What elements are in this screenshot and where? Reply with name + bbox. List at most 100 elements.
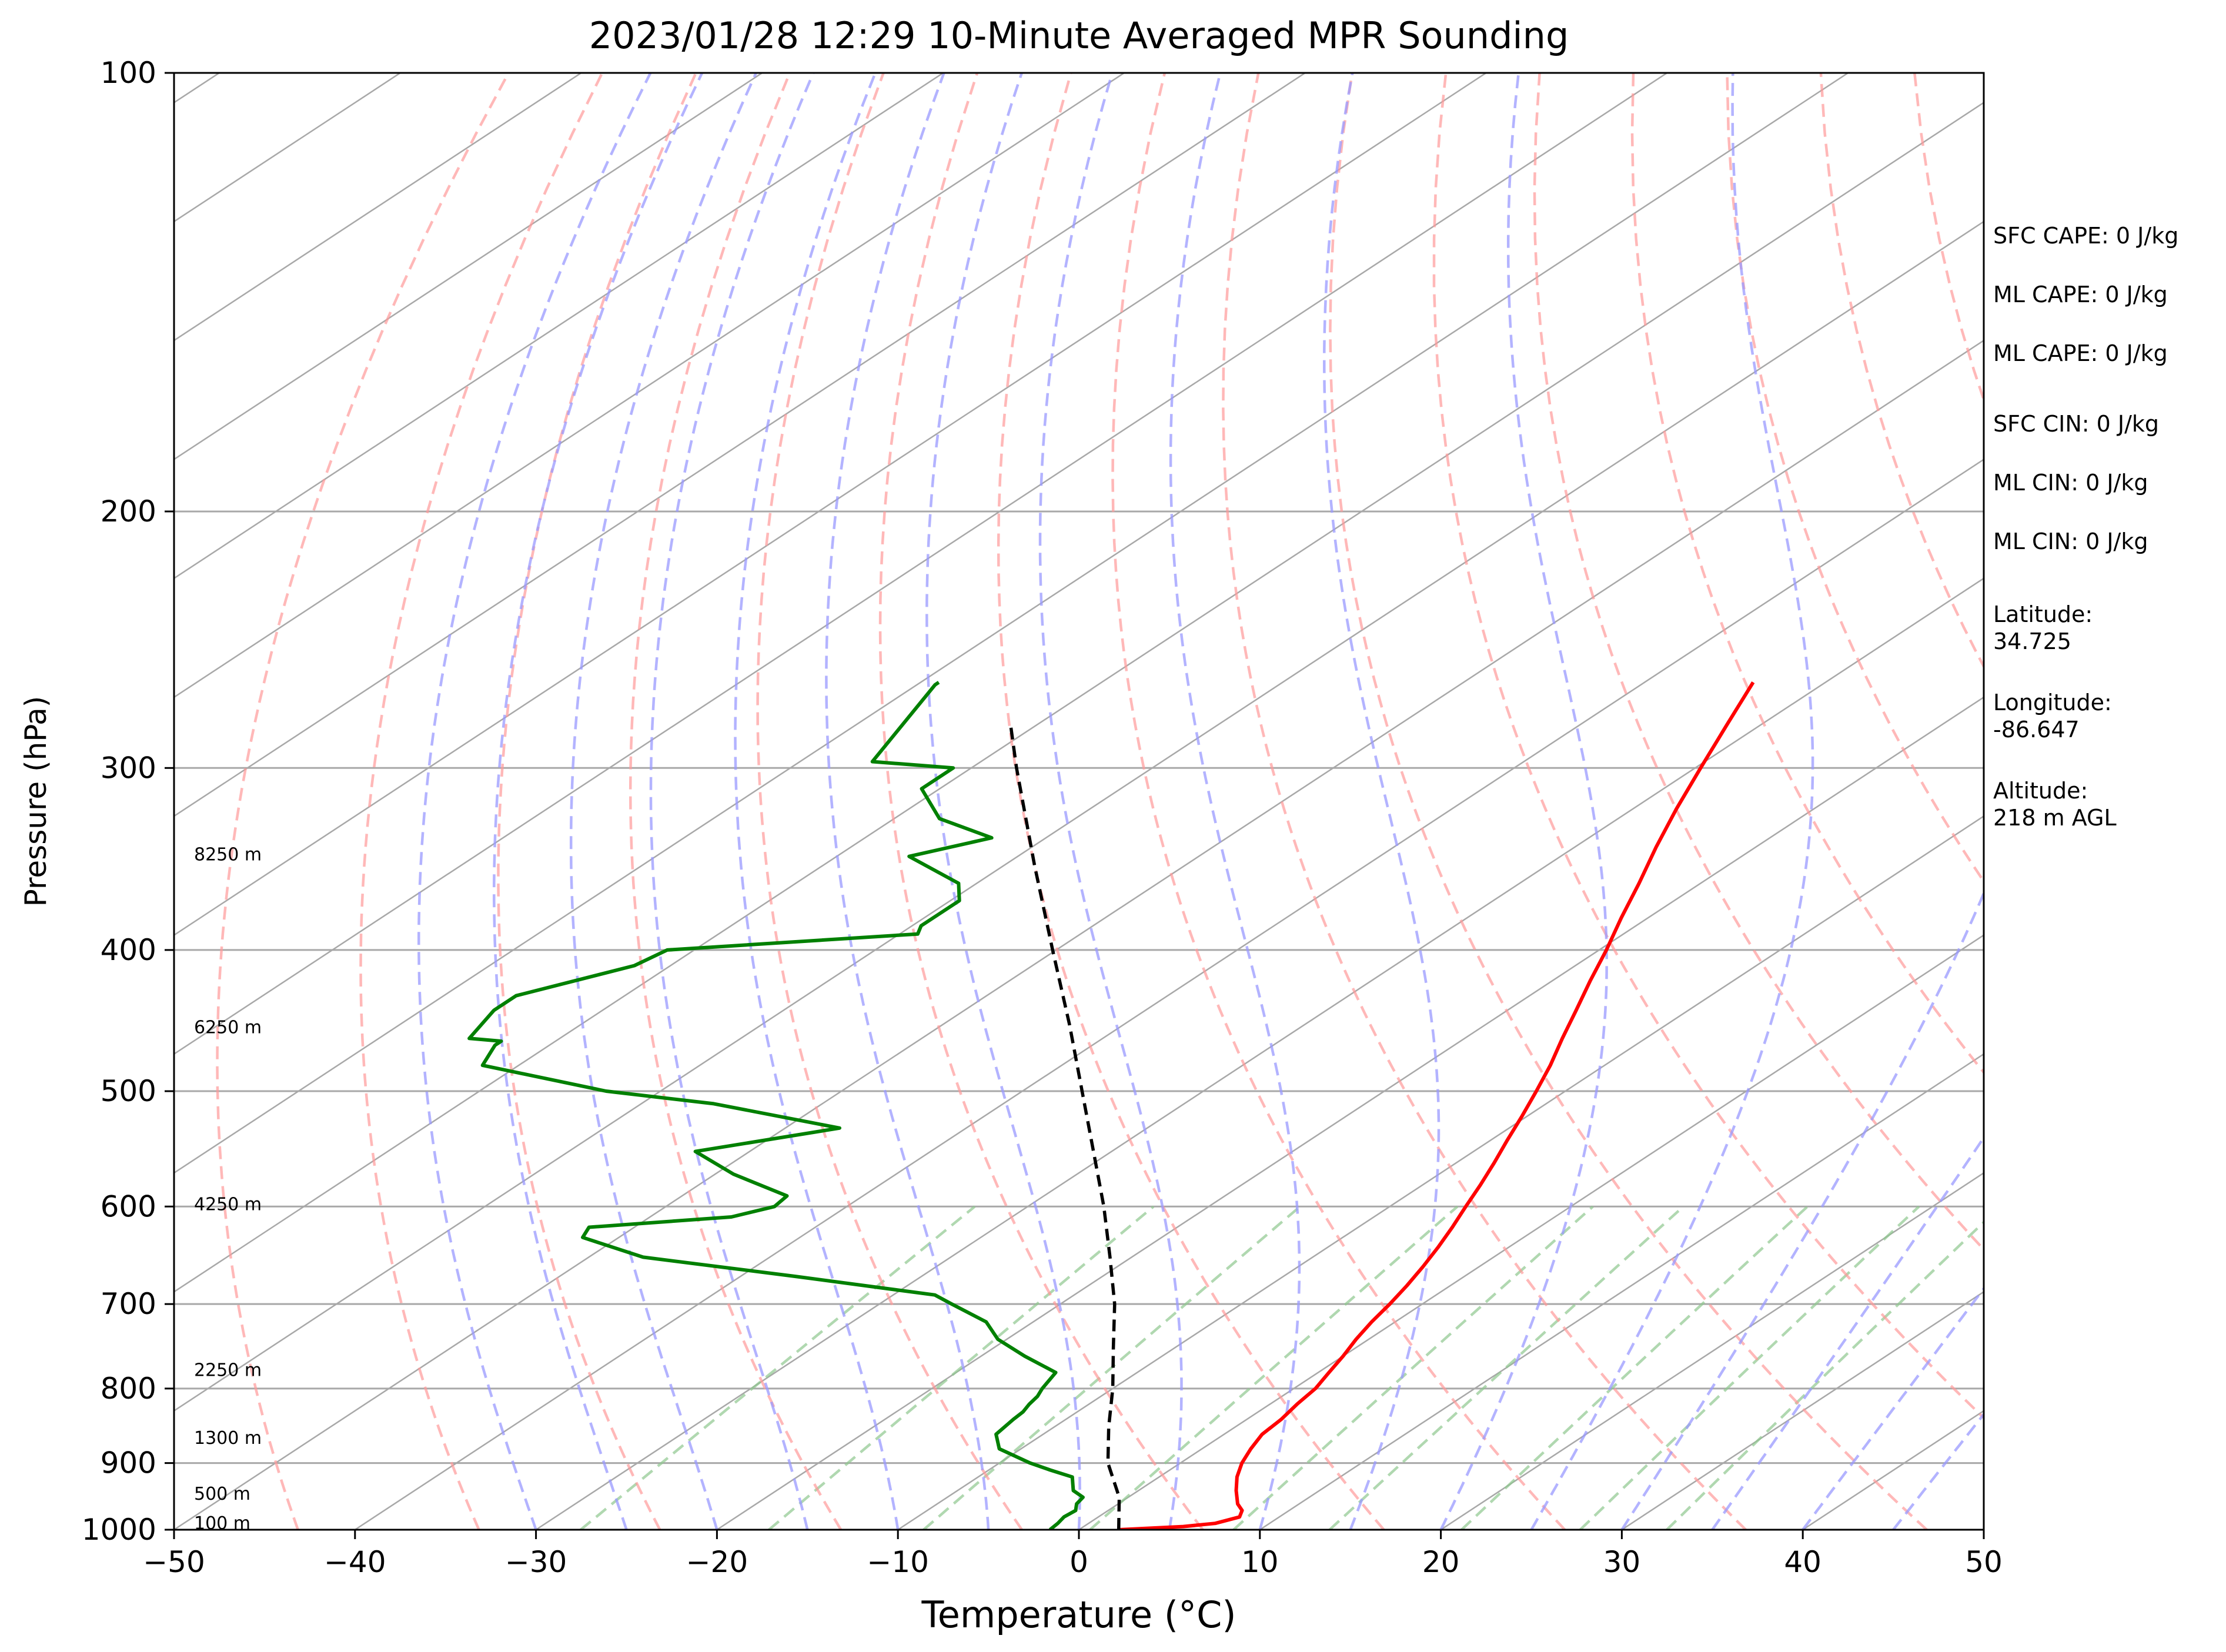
y-tick-label: 200 xyxy=(101,494,156,529)
height-labels: 100 m 500 m 1300 m 2250 m 4250 m 6250 m 8250 m xyxy=(194,845,262,1534)
mixing-ratio-line xyxy=(1460,1205,1809,1530)
moist-adiabat-line xyxy=(1620,889,1984,1530)
height-label: 500 m xyxy=(194,1484,250,1504)
x-tick-label: 10 xyxy=(1241,1545,1279,1579)
isotherm-line xyxy=(174,73,1487,937)
isotherm-line xyxy=(174,73,944,580)
dry-adiabat-line xyxy=(497,73,697,1530)
mixing-ratio-line xyxy=(1328,1205,1684,1530)
dry-adiabat-line xyxy=(1329,73,1928,1530)
dry-adiabats xyxy=(216,73,1984,1530)
plot-area: 100 m 500 m 1300 m 2250 m 4250 m 6250 m 8250 m xyxy=(174,73,1984,1534)
x-tick-label: −20 xyxy=(686,1545,748,1579)
moist-adiabat-line xyxy=(925,73,1081,1530)
height-label: 2250 m xyxy=(194,1360,262,1380)
isotherms xyxy=(174,73,1984,1530)
sfc-cape-text: SFC CAPE: 0 J/kg xyxy=(1993,223,2179,249)
latitude-text: Latitude: 34.725 xyxy=(1993,601,2093,654)
x-tick-label: 20 xyxy=(1422,1545,1460,1579)
moist-adiabat-line xyxy=(649,73,815,1530)
moist-adiabat-line xyxy=(1323,73,1440,1530)
dry-adiabat-line xyxy=(359,73,604,1530)
ml-cin-text: ML CIN: 0 J/kg xyxy=(1993,470,2148,496)
mixing-ratio-line xyxy=(1579,1205,1920,1530)
temperature-profile xyxy=(1118,681,1755,1530)
pressure-gridlines xyxy=(174,73,1984,1530)
mixing-ratio-line xyxy=(923,1205,1301,1530)
dry-adiabat-line xyxy=(1630,73,1984,1075)
longitude-text: Longitude: -86.647 xyxy=(1993,690,2112,743)
moist-adiabat-line xyxy=(734,73,900,1530)
x-tick-label: 40 xyxy=(1784,1545,1821,1579)
moist-adiabat-line xyxy=(1892,1412,1984,1530)
dry-adiabat-line xyxy=(1222,73,1747,1530)
moist-adiabat-line xyxy=(1711,1135,1984,1530)
isotherm-line xyxy=(1440,1172,1984,1530)
mixing-ratio-line xyxy=(1232,1205,1594,1530)
y-tick-label: 700 xyxy=(101,1287,156,1321)
x-tick-label: 0 xyxy=(1069,1545,1088,1579)
x-tick-label: 30 xyxy=(1603,1545,1641,1579)
isotherm-line xyxy=(174,73,1306,817)
moist-adiabats xyxy=(417,73,1984,1530)
moist-adiabat-line xyxy=(569,73,757,1530)
y-axis-ticks: 100 200 300 400 500 600 700 800 900 1000 xyxy=(82,56,174,1547)
height-label: 1300 m xyxy=(194,1428,262,1449)
isotherm-line xyxy=(174,73,763,460)
dry-adiabat-line xyxy=(216,73,510,1530)
y-tick-label: 300 xyxy=(101,751,156,785)
ml-cape-text-2: ML CAPE: 0 J/kg xyxy=(1993,340,2168,366)
dry-adiabat-line xyxy=(878,73,1204,1530)
x-tick-label: −10 xyxy=(867,1545,929,1579)
dewpoint-profile xyxy=(467,681,1085,1530)
ml-cape-text: ML CAPE: 0 J/kg xyxy=(1993,282,2168,307)
height-label: 8250 m xyxy=(194,845,262,865)
isotherm-line xyxy=(174,73,582,342)
moist-adiabat-line xyxy=(1038,73,1183,1530)
isotherm-line xyxy=(174,73,1667,1055)
sfc-cin-text: SFC CIN: 0 J/kg xyxy=(1993,411,2160,437)
x-axis-label: Temperature (°C) xyxy=(921,1593,1236,1636)
y-tick-label: 400 xyxy=(101,933,156,967)
isotherm-line xyxy=(174,102,1984,1293)
ml-cin-text-2: ML CIN: 0 J/kg xyxy=(1993,529,2148,554)
isotherm-line xyxy=(174,73,1125,698)
isotherm-line xyxy=(174,339,1984,1530)
moist-adiabat-line xyxy=(1801,1286,1984,1530)
moist-adiabat-line xyxy=(1439,73,1608,1530)
isotherm-line xyxy=(1078,934,1984,1530)
height-label: 100 m xyxy=(194,1513,250,1534)
moist-adiabat-line xyxy=(493,73,704,1530)
isotherm-line xyxy=(897,815,1984,1530)
x-tick-label: −50 xyxy=(143,1545,205,1579)
sounding-series xyxy=(467,681,1755,1530)
y-tick-label: 500 xyxy=(101,1074,156,1108)
chart-title: 2023/01/28 12:29 10-Minute Averaged MPR … xyxy=(589,14,1569,57)
isotherm-line xyxy=(174,220,1984,1412)
mixing-ratio-line xyxy=(580,1205,976,1530)
parcel-profile xyxy=(1008,724,1121,1530)
y-tick-label: 600 xyxy=(101,1189,156,1223)
moist-adiabat-line xyxy=(1530,73,1814,1530)
dry-adiabat-line xyxy=(1533,73,1984,1252)
y-tick-label: 100 xyxy=(101,56,156,90)
y-tick-label: 900 xyxy=(101,1446,156,1480)
altitude-text: Altitude: 218 m AGL xyxy=(1993,778,2117,831)
dry-adiabat-line xyxy=(756,73,1023,1530)
isotherm-line xyxy=(1259,1053,1984,1530)
height-label: 4250 m xyxy=(194,1195,262,1215)
y-tick-label: 800 xyxy=(101,1372,156,1406)
x-tick-label: −40 xyxy=(324,1545,386,1579)
y-axis-label: Pressure (hPa) xyxy=(19,696,53,907)
mixing-ratio-line xyxy=(1089,1205,1459,1530)
y-tick-label: 1000 xyxy=(82,1513,156,1547)
height-label: 6250 m xyxy=(194,1017,262,1038)
isotherm-line xyxy=(716,696,1984,1530)
isotherm-line xyxy=(174,73,1849,1174)
isotherm-line xyxy=(355,458,1984,1530)
moist-adiabat-line xyxy=(1169,73,1301,1530)
x-tick-label: 50 xyxy=(1965,1545,2003,1579)
x-tick-label: −30 xyxy=(505,1545,567,1579)
mixing-ratio-line xyxy=(768,1205,1155,1530)
